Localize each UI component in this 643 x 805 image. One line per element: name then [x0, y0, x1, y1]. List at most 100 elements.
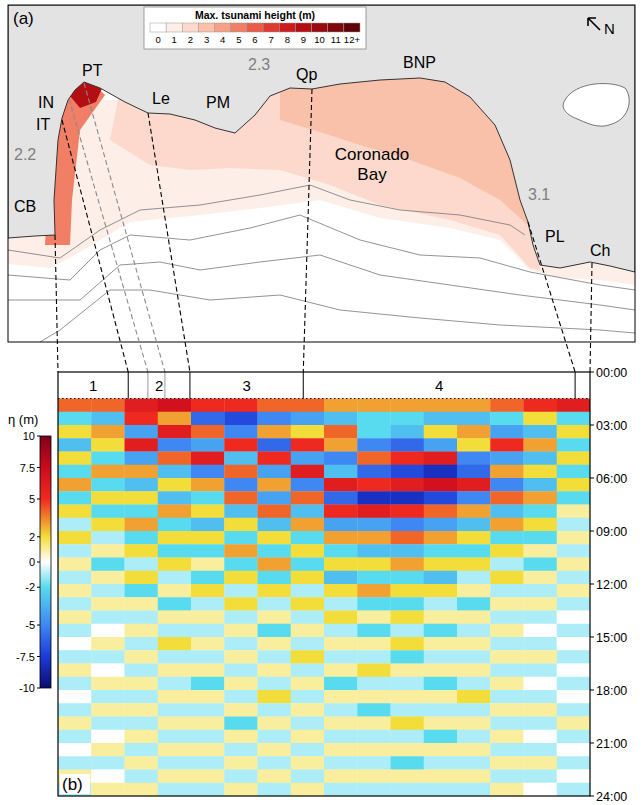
heatmap-cell — [357, 611, 391, 625]
heatmap-cell — [457, 412, 491, 426]
heatmap-cell — [258, 690, 292, 704]
heatmap-cell — [158, 611, 192, 625]
heatmap-cell — [391, 584, 425, 598]
heatmap-cell — [258, 637, 292, 651]
heatmap-cell — [125, 703, 159, 717]
colorbar-swatch — [166, 23, 182, 32]
colorbar-tick — [37, 587, 40, 588]
heatmap-cell — [91, 531, 125, 545]
bathymetry-contour — [8, 185, 525, 258]
land — [8, 5, 635, 272]
y-tick — [590, 584, 594, 585]
heatmap-cell — [490, 438, 524, 452]
y-tick-label: 21:00 — [596, 737, 627, 751]
heatmap-cell — [557, 677, 590, 691]
north-label: N — [604, 20, 615, 37]
heatmap-cell — [490, 783, 524, 796]
y-tick — [590, 796, 594, 797]
heatmap-cell — [424, 770, 458, 784]
heatmap-cell — [357, 544, 391, 558]
heatmap-cell — [291, 558, 325, 572]
heatmap-cell — [291, 690, 325, 704]
heatmap-cell — [58, 664, 92, 678]
heatmap-cell — [258, 478, 292, 492]
heatmap-cell — [91, 677, 125, 691]
connector — [62, 120, 128, 372]
colorbar-tick — [37, 656, 40, 657]
heatmap-cell — [424, 783, 458, 796]
heatmap-cell — [524, 505, 558, 519]
heatmap-cell — [258, 783, 292, 796]
heatmap-cell — [158, 743, 192, 757]
y-tick-label: 06:00 — [596, 472, 627, 486]
heatmap-cell — [391, 703, 425, 717]
heatmap-cell — [424, 544, 458, 558]
heatmap-cell — [324, 491, 358, 505]
heatmap-cell — [324, 505, 358, 519]
heatmap-cell — [424, 558, 458, 572]
heatmap-cell — [357, 425, 391, 439]
heatmap-cell — [125, 584, 159, 598]
heatmap-cell — [457, 571, 491, 585]
colorbar-tick-label: 5 — [236, 34, 241, 45]
heatmap-cell — [291, 677, 325, 691]
heatmap-cell — [158, 717, 192, 731]
heatmap-cell — [391, 452, 425, 466]
heatmap-cell — [291, 664, 325, 678]
colorbar — [40, 436, 51, 688]
heatmap-cell — [391, 624, 425, 638]
place-label: CoronadoBay — [335, 145, 410, 184]
colorbar-tick — [37, 467, 40, 468]
heatmap-cell — [125, 624, 159, 638]
colorbar-tick-label: 4 — [220, 34, 225, 45]
colorbar-swatch — [263, 23, 279, 32]
heatmap-cell — [457, 743, 491, 757]
heatmap-cell — [91, 756, 125, 770]
place-label: IT — [36, 116, 50, 133]
heatmap-cell — [490, 518, 524, 532]
colorbar-tick — [37, 625, 40, 626]
heatmap-cell — [258, 770, 292, 784]
connector — [69, 99, 148, 372]
heatmap-cell — [58, 624, 92, 638]
heatmap-cell — [490, 690, 524, 704]
place-label: Ch — [590, 242, 610, 259]
colorbar-tick-label: 9 — [301, 34, 306, 45]
colorbar-tick-label: 7 — [269, 34, 274, 45]
colorbar-title: Max. tsunami height (m) — [195, 9, 315, 21]
place-label: 2.2 — [14, 146, 36, 163]
heatmap-cell — [490, 544, 524, 558]
heatmap-cell — [557, 611, 590, 625]
heatmap-cell — [557, 637, 590, 651]
heatmap-cell — [224, 743, 258, 757]
heatmap-cell — [258, 624, 292, 638]
heatmap-cell — [324, 770, 358, 784]
segment-boundary — [303, 372, 304, 399]
heatmap-cell — [191, 399, 225, 413]
heatmap-cell — [224, 505, 258, 519]
heatmap-cell — [291, 531, 325, 545]
heatmap-cell — [557, 770, 590, 784]
heatmap-cell — [324, 717, 358, 731]
heatmap-cell — [324, 438, 358, 452]
heatmap-cell — [191, 703, 225, 717]
place-label-line: Bay — [357, 165, 387, 184]
heatmap-cell — [258, 491, 292, 505]
heatmap-cell — [58, 650, 92, 664]
heatmap-cell — [357, 571, 391, 585]
heatmap-cell — [258, 465, 292, 479]
heatmap-cell — [324, 677, 358, 691]
heatmap-cell — [324, 703, 358, 717]
heatmap-cell — [258, 597, 292, 611]
heatmap-cell — [557, 743, 590, 757]
connector — [303, 89, 312, 372]
heatmap-cell — [224, 690, 258, 704]
heatmap-cell — [457, 783, 491, 796]
heatmap-cell — [291, 518, 325, 532]
heatmap-cell — [457, 558, 491, 572]
heatmap-cell — [490, 478, 524, 492]
start-line — [58, 398, 590, 399]
heatmap-cell — [324, 743, 358, 757]
heatmap-cell — [424, 438, 458, 452]
heatmap-cell — [91, 783, 125, 796]
